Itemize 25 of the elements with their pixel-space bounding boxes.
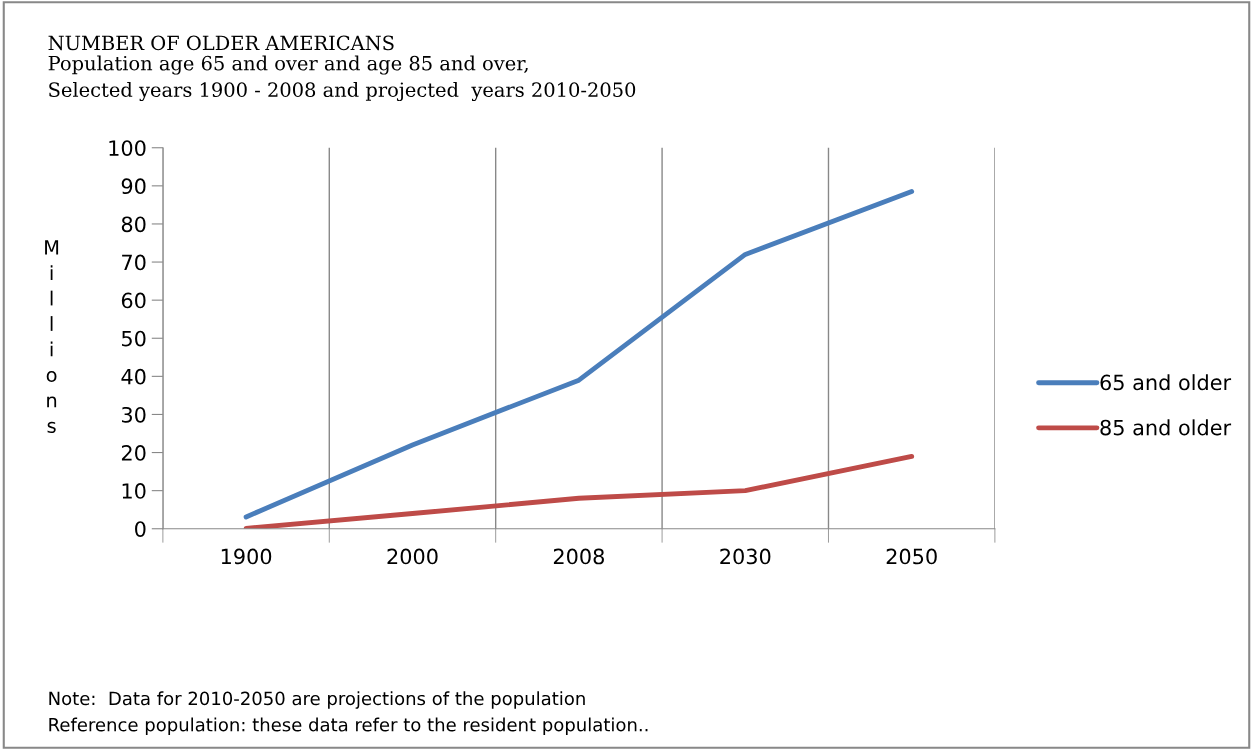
y-tick-label: 0 [135,521,146,537]
legend-label: 65 and older [1100,374,1232,391]
y-tick-label: 10 [122,483,146,499]
y-tick-label: 40 [121,368,146,385]
legend-label: 85 and older [1100,419,1232,436]
line-series [243,189,915,520]
y-tick-label: 50 [122,330,146,347]
text: Reference population: these data refer to the resident population.. [49,717,648,735]
y-tick-label: 90 [121,178,146,195]
x-tick-label: 2050 [886,548,937,565]
y-tick-label: 80 [121,216,146,233]
y-tick-label: 100 [109,140,146,156]
x-tick-label: 2008 [553,548,604,565]
chart-subtitle: Population age 65 and over and age 85 and over, Selected years 1900 - 2008 and projected years 2010-2050 [48,55,636,102]
y-tick-label: 20 [121,445,146,461]
line-series [243,453,915,529]
x-tick-label: 1900 [221,548,272,565]
x-tick-label: 2030 [720,548,771,565]
y-tick-label: 30 [122,406,146,423]
y-axis-title: Millions [45,240,59,434]
y-tick-label: 60 [121,292,146,309]
text: Note: Data for 2010-2050 are projections of the population [49,691,585,709]
y-tick-label: 70 [122,254,146,271]
x-tick-label: 2000 [387,548,438,565]
chart-title: NUMBER OF OLDER AMERICANS [48,35,394,51]
